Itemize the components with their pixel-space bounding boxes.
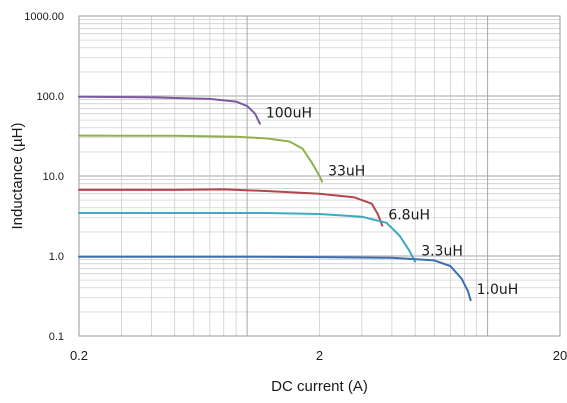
series-line-100uH	[78, 95, 261, 125]
y-tick-label: 100.0	[36, 91, 64, 103]
series-line-6.8uH	[78, 188, 384, 227]
series-label: 6.8uH	[388, 208, 430, 224]
series-label: 33uH	[328, 164, 365, 180]
y-tick-label: 1.0	[49, 251, 64, 263]
y-axis-ticks: 0.1 1.0 10.0 100.0 1000.00	[24, 11, 64, 343]
series-line-3.3uH	[78, 212, 417, 263]
y-tick-label: 1000.00	[24, 11, 64, 23]
x-axis-ticks: 0.2 2 20	[70, 348, 567, 363]
series-lines	[78, 95, 472, 302]
plot-frame	[78, 15, 561, 337]
x-axis-title: DC current (A)	[271, 378, 368, 395]
series-line-33uH	[78, 134, 324, 183]
y-tick-label: 10.0	[43, 171, 64, 183]
x-tick-label: 0.2	[70, 348, 88, 363]
series-label: 1.0uH	[477, 282, 519, 298]
x-tick-label: 20	[553, 348, 567, 363]
series-label: 3.3uH	[421, 244, 463, 260]
series-labels: 100uH 33uH 6.8uH 3.3uH 1.0uH	[266, 106, 518, 298]
y-tick-label: 0.1	[49, 331, 64, 343]
series-label: 100uH	[266, 106, 312, 122]
series-line-1.0uH	[78, 255, 472, 302]
x-tick-label: 2	[316, 348, 323, 363]
y-axis-title: Inductance (µH)	[9, 122, 26, 229]
grid	[78, 15, 561, 337]
